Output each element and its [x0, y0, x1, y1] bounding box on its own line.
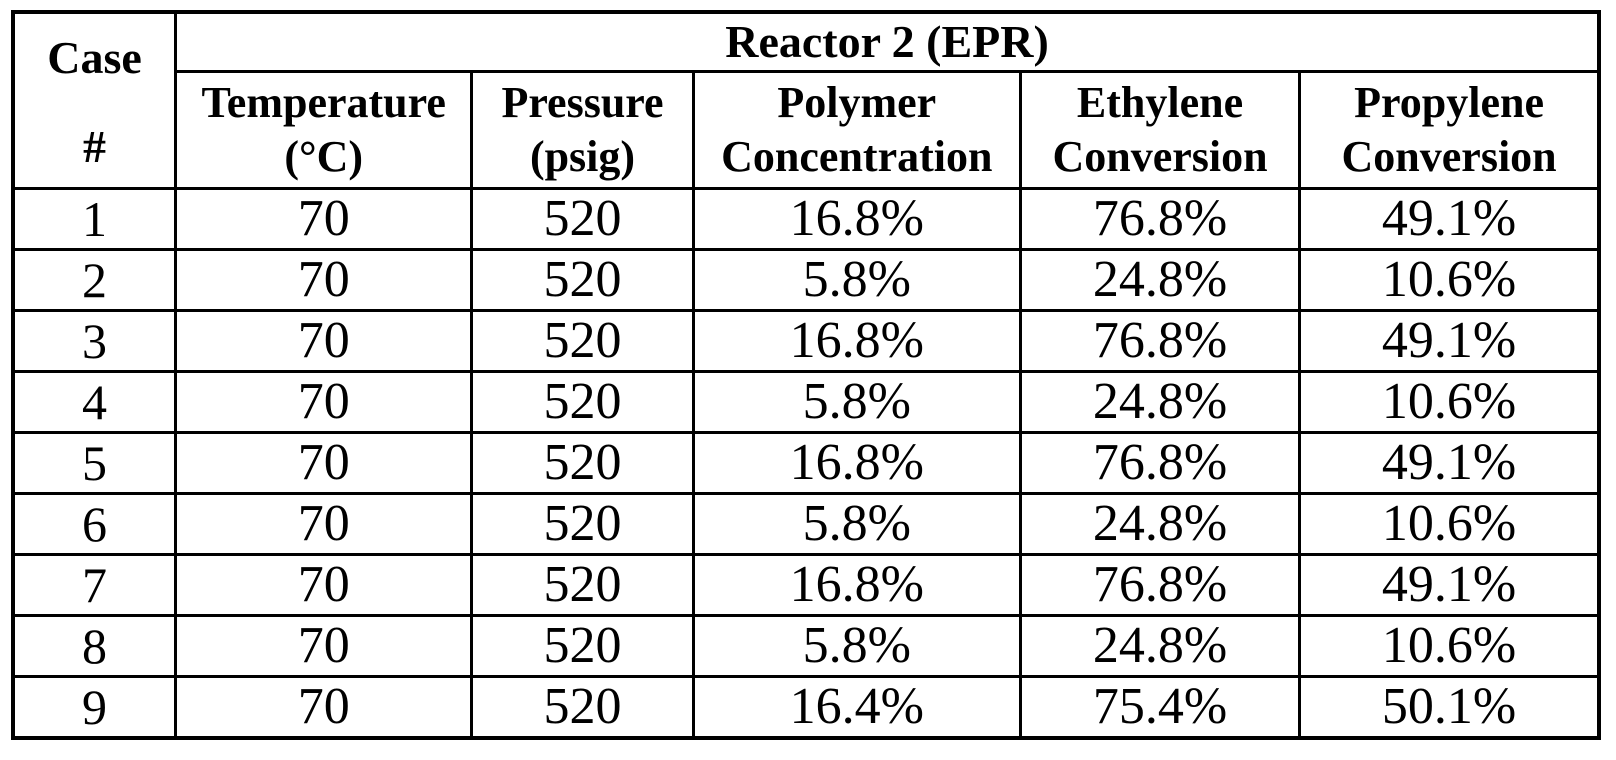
cell-ethylene-conversion: 76.8%	[1018, 553, 1302, 617]
column-header-propylene-conversion: Propylene Conversion	[1298, 70, 1601, 190]
reactor-2-epr-table: Case # Reactor 2 (EPR) Temperature (°C) …	[11, 10, 1601, 740]
cell-ethylene-conversion: 75.4%	[1018, 675, 1302, 740]
cell-pressure: 520	[470, 248, 695, 312]
cell-case: 2	[11, 248, 178, 312]
sub-header-row: Temperature (°C) Pressure (psig) Polymer…	[13, 70, 1601, 190]
cell-propylene-conversion: 10.6%	[1298, 492, 1601, 556]
cell-temperature: 70	[174, 187, 474, 251]
polymer-header-line1: Polymer	[777, 78, 937, 128]
ethylene-header-line2: Conversion	[1052, 132, 1268, 181]
case-header-line2: #	[83, 120, 107, 172]
propylene-header-line1: Propylene	[1354, 78, 1544, 128]
cell-temperature: 70	[174, 553, 474, 617]
ethylene-header-line1: Ethylene	[1076, 78, 1244, 128]
cell-polymer-concentration: 16.8%	[691, 431, 1022, 495]
cell-temperature: 70	[174, 370, 474, 434]
temperature-header-line1: Temperature	[201, 78, 446, 128]
cell-ethylene-conversion: 76.8%	[1018, 431, 1302, 495]
table-row: 3 70 520 16.8% 76.8% 49.1%	[11, 309, 1601, 373]
cell-temperature: 70	[174, 309, 474, 373]
cell-pressure: 520	[470, 431, 695, 495]
cell-polymer-concentration: 5.8%	[691, 370, 1022, 434]
cell-ethylene-conversion: 76.8%	[1018, 309, 1302, 373]
cell-pressure: 520	[470, 553, 695, 617]
cell-propylene-conversion: 49.1%	[1298, 187, 1601, 251]
cell-case: 9	[11, 675, 178, 740]
cell-pressure: 520	[470, 370, 695, 434]
cell-polymer-concentration: 16.8%	[691, 187, 1022, 251]
cell-polymer-concentration: 5.8%	[691, 492, 1022, 556]
table-header: Case # Reactor 2 (EPR) Temperature (°C) …	[11, 10, 1601, 190]
pressure-header-line1: Pressure	[501, 78, 664, 128]
cell-polymer-concentration: 16.8%	[691, 309, 1022, 373]
table-row: 1 70 520 16.8% 76.8% 49.1%	[11, 187, 1601, 251]
cell-case: 8	[11, 614, 178, 678]
cell-temperature: 70	[174, 431, 474, 495]
cell-ethylene-conversion: 24.8%	[1018, 370, 1302, 434]
propylene-header-line2: Conversion	[1341, 132, 1557, 181]
cell-propylene-conversion: 49.1%	[1298, 309, 1601, 373]
table-row: 2 70 520 5.8% 24.8% 10.6%	[11, 248, 1601, 312]
group-header-reactor-2-epr: Reactor 2 (EPR)	[174, 10, 1601, 73]
cell-propylene-conversion: 50.1%	[1298, 675, 1601, 740]
cell-pressure: 520	[470, 614, 695, 678]
column-header-pressure: Pressure (psig)	[470, 70, 695, 190]
polymer-header-line2: Concentration	[721, 132, 993, 181]
cell-ethylene-conversion: 24.8%	[1018, 248, 1302, 312]
table-row: 5 70 520 16.8% 76.8% 49.1%	[11, 431, 1601, 495]
cell-propylene-conversion: 49.1%	[1298, 553, 1601, 617]
column-header-polymer-concentration: Polymer Concentration	[691, 70, 1022, 190]
table-row: 8 70 520 5.8% 24.8% 10.6%	[11, 614, 1601, 678]
group-header-row: Case # Reactor 2 (EPR)	[11, 10, 1601, 190]
cell-case: 3	[11, 309, 178, 373]
cell-case: 4	[11, 370, 178, 434]
cell-case: 7	[11, 553, 178, 617]
cell-pressure: 520	[470, 309, 695, 373]
cell-pressure: 520	[470, 492, 695, 556]
cell-pressure: 520	[470, 675, 695, 740]
cell-temperature: 70	[174, 248, 474, 312]
cell-ethylene-conversion: 76.8%	[1018, 187, 1302, 251]
cell-polymer-concentration: 5.8%	[691, 248, 1022, 312]
cell-polymer-concentration: 5.8%	[691, 614, 1022, 678]
cell-temperature: 70	[174, 675, 474, 740]
table-row: 7 70 520 16.8% 76.8% 49.1%	[11, 553, 1601, 617]
temperature-header-line2: (°C)	[284, 132, 364, 181]
cell-case: 1	[11, 187, 178, 251]
cell-propylene-conversion: 10.6%	[1298, 370, 1601, 434]
table-row: 4 70 520 5.8% 24.8% 10.6%	[11, 370, 1601, 434]
column-header-case-number: Case #	[11, 10, 178, 190]
cell-propylene-conversion: 49.1%	[1298, 431, 1601, 495]
cell-case: 5	[11, 431, 178, 495]
cell-polymer-concentration: 16.8%	[691, 553, 1022, 617]
cell-case: 6	[11, 492, 178, 556]
cell-temperature: 70	[174, 614, 474, 678]
table-row: 9 70 520 16.4% 75.4% 50.1%	[11, 675, 1601, 740]
cell-propylene-conversion: 10.6%	[1298, 248, 1601, 312]
table-row: 6 70 520 5.8% 24.8% 10.6%	[11, 492, 1601, 556]
pressure-header-line2: (psig)	[529, 132, 636, 181]
cell-ethylene-conversion: 24.8%	[1018, 614, 1302, 678]
column-header-temperature: Temperature (°C)	[174, 70, 474, 190]
cell-pressure: 520	[470, 187, 695, 251]
cell-propylene-conversion: 10.6%	[1298, 614, 1601, 678]
cell-temperature: 70	[174, 492, 474, 556]
cell-ethylene-conversion: 24.8%	[1018, 492, 1302, 556]
case-header-line1: Case	[47, 31, 142, 83]
table-body: 1 70 520 16.8% 76.8% 49.1% 2 70 520 5.8%…	[11, 187, 1601, 740]
cell-polymer-concentration: 16.4%	[691, 675, 1022, 740]
column-header-ethylene-conversion: Ethylene Conversion	[1018, 70, 1302, 190]
